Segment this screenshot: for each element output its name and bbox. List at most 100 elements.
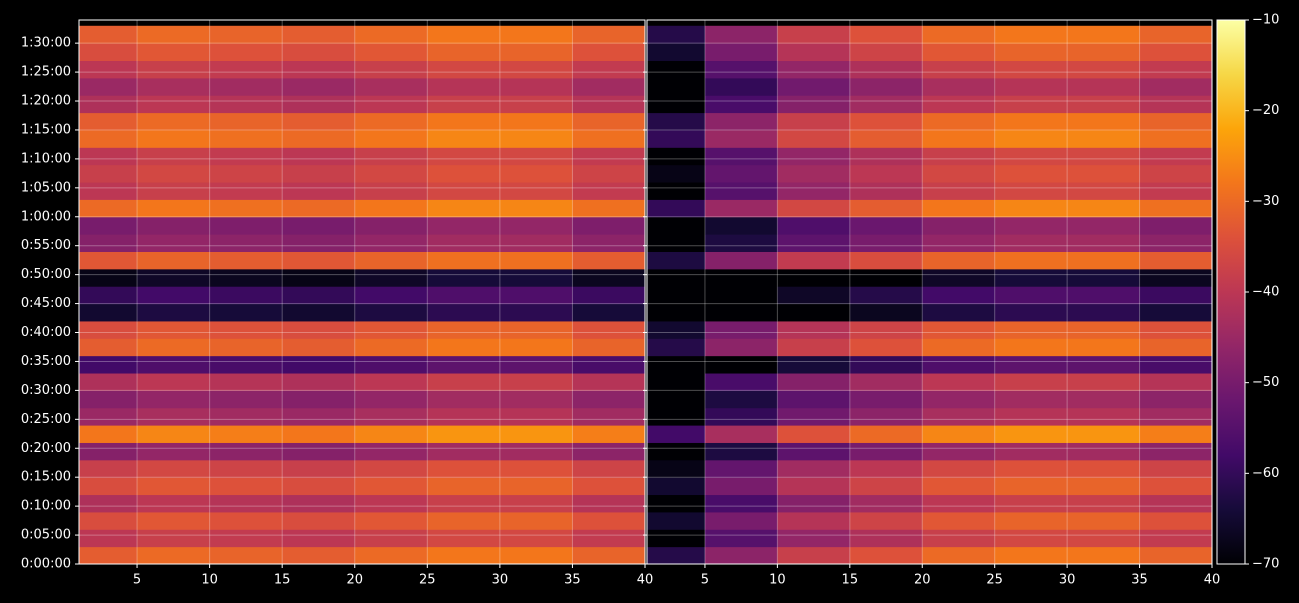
heatmap-cell	[1139, 442, 1213, 461]
heatmap-cell	[137, 425, 211, 443]
heatmap-cell	[209, 60, 283, 79]
y-tick-label: 0:00:00	[21, 557, 71, 572]
y-tick-label: 0:40:00	[21, 325, 71, 340]
heatmap-cell	[647, 407, 706, 426]
heatmap-cell	[1139, 529, 1213, 548]
heatmap-cell	[994, 494, 1068, 513]
y-tick-label: 0:05:00	[21, 528, 71, 543]
heatmap-cell	[849, 338, 923, 357]
heatmap-cell	[499, 511, 573, 530]
heatmap-cell	[647, 234, 706, 252]
heatmap-cell	[137, 216, 211, 235]
heatmap-cell	[282, 286, 356, 305]
heatmap-cell	[922, 25, 996, 44]
heatmap-cell	[499, 112, 573, 131]
heatmap-cell	[1067, 95, 1141, 114]
heatmap-cell	[499, 164, 573, 183]
heatmap-cell	[427, 303, 501, 322]
heatmap-cell	[1139, 164, 1213, 183]
heatmap-cell	[137, 390, 211, 409]
heatmap-cell	[209, 286, 283, 305]
heatmap-cell	[922, 407, 996, 426]
heatmap-cell	[499, 234, 573, 252]
heatmap-cell	[704, 199, 778, 218]
x-tick-label: 20	[346, 573, 363, 588]
y-tick-label: 0:10:00	[21, 499, 71, 514]
heatmap-cell	[994, 77, 1068, 96]
heatmap-cell	[777, 251, 851, 270]
heatmap-cell	[994, 459, 1068, 478]
heatmap-cell	[209, 477, 283, 496]
heatmap-cell	[282, 251, 356, 270]
heatmap-cell	[79, 425, 138, 443]
heatmap-cell	[849, 303, 923, 322]
heatmap-cell	[777, 373, 851, 391]
heatmap-cell	[572, 286, 646, 305]
x-tick-label: 30	[492, 573, 509, 588]
heatmap-cell	[137, 268, 211, 287]
heatmap-cell	[922, 182, 996, 200]
heatmap-cell	[282, 199, 356, 218]
heatmap-cell	[282, 164, 356, 183]
heatmap-cell	[704, 164, 778, 183]
heatmap-cell	[704, 546, 778, 565]
heatmap-cell	[137, 477, 211, 496]
heatmap-cell	[922, 511, 996, 530]
x-tick-label: 40	[1204, 573, 1221, 588]
heatmap-cell	[704, 268, 778, 287]
heatmap-cell	[209, 390, 283, 409]
heatmap-cell	[354, 390, 428, 409]
heatmap-cell	[704, 60, 778, 79]
heatmap-cell	[994, 320, 1068, 339]
heatmap-cell	[849, 60, 923, 79]
heatmap-cell	[427, 199, 501, 218]
heatmap-cell	[572, 95, 646, 114]
heatmap-cell	[79, 129, 138, 148]
heatmap-cell	[499, 60, 573, 79]
heatmap-cell	[647, 546, 706, 565]
heatmap-cell	[994, 147, 1068, 166]
heatmap-cell	[849, 234, 923, 252]
heatmap-cell	[1067, 164, 1141, 183]
heatmap-cell	[922, 234, 996, 252]
heatmap-cell	[849, 77, 923, 96]
heatmap-cell	[499, 355, 573, 374]
heatmap-cell	[282, 442, 356, 461]
heatmap-cell	[777, 95, 851, 114]
heatmap-cell	[777, 268, 851, 287]
heatmap-cell	[354, 459, 428, 478]
heatmap-cell	[499, 425, 573, 443]
colorbar-tick-label: −20	[1252, 103, 1279, 118]
heatmap-cell	[647, 338, 706, 357]
heatmap-cell	[1139, 234, 1213, 252]
heatmap-cell	[572, 355, 646, 374]
heatmap-cell	[849, 425, 923, 443]
heatmap-cell	[1139, 373, 1213, 391]
heatmap-cell	[777, 112, 851, 131]
heatmap-cell	[499, 390, 573, 409]
heatmap-cell	[849, 407, 923, 426]
heatmap-cell	[777, 390, 851, 409]
heatmap-cell	[354, 338, 428, 357]
heatmap-cell	[1139, 112, 1213, 131]
heatmap-cell	[704, 251, 778, 270]
heatmap-cell	[994, 112, 1068, 131]
heatmap-cell	[137, 494, 211, 513]
heatmap-cell	[777, 129, 851, 148]
heatmap-cell	[282, 477, 356, 496]
heatmap-cell	[1067, 43, 1141, 62]
heatmap-cell	[354, 147, 428, 166]
heatmap-cell	[354, 234, 428, 252]
heatmap-cell	[647, 459, 706, 478]
heatmap-cell	[849, 442, 923, 461]
heatmap-cell	[704, 234, 778, 252]
heatmap-cell	[777, 442, 851, 461]
heatmap-cell	[849, 182, 923, 200]
heatmap-cell	[499, 546, 573, 565]
heatmap-cell	[647, 529, 706, 548]
heatmap-cell	[849, 43, 923, 62]
heatmap-cell	[354, 286, 428, 305]
heatmap-cell	[209, 459, 283, 478]
heatmap-cell	[572, 459, 646, 478]
heatmap-cell	[79, 338, 138, 357]
